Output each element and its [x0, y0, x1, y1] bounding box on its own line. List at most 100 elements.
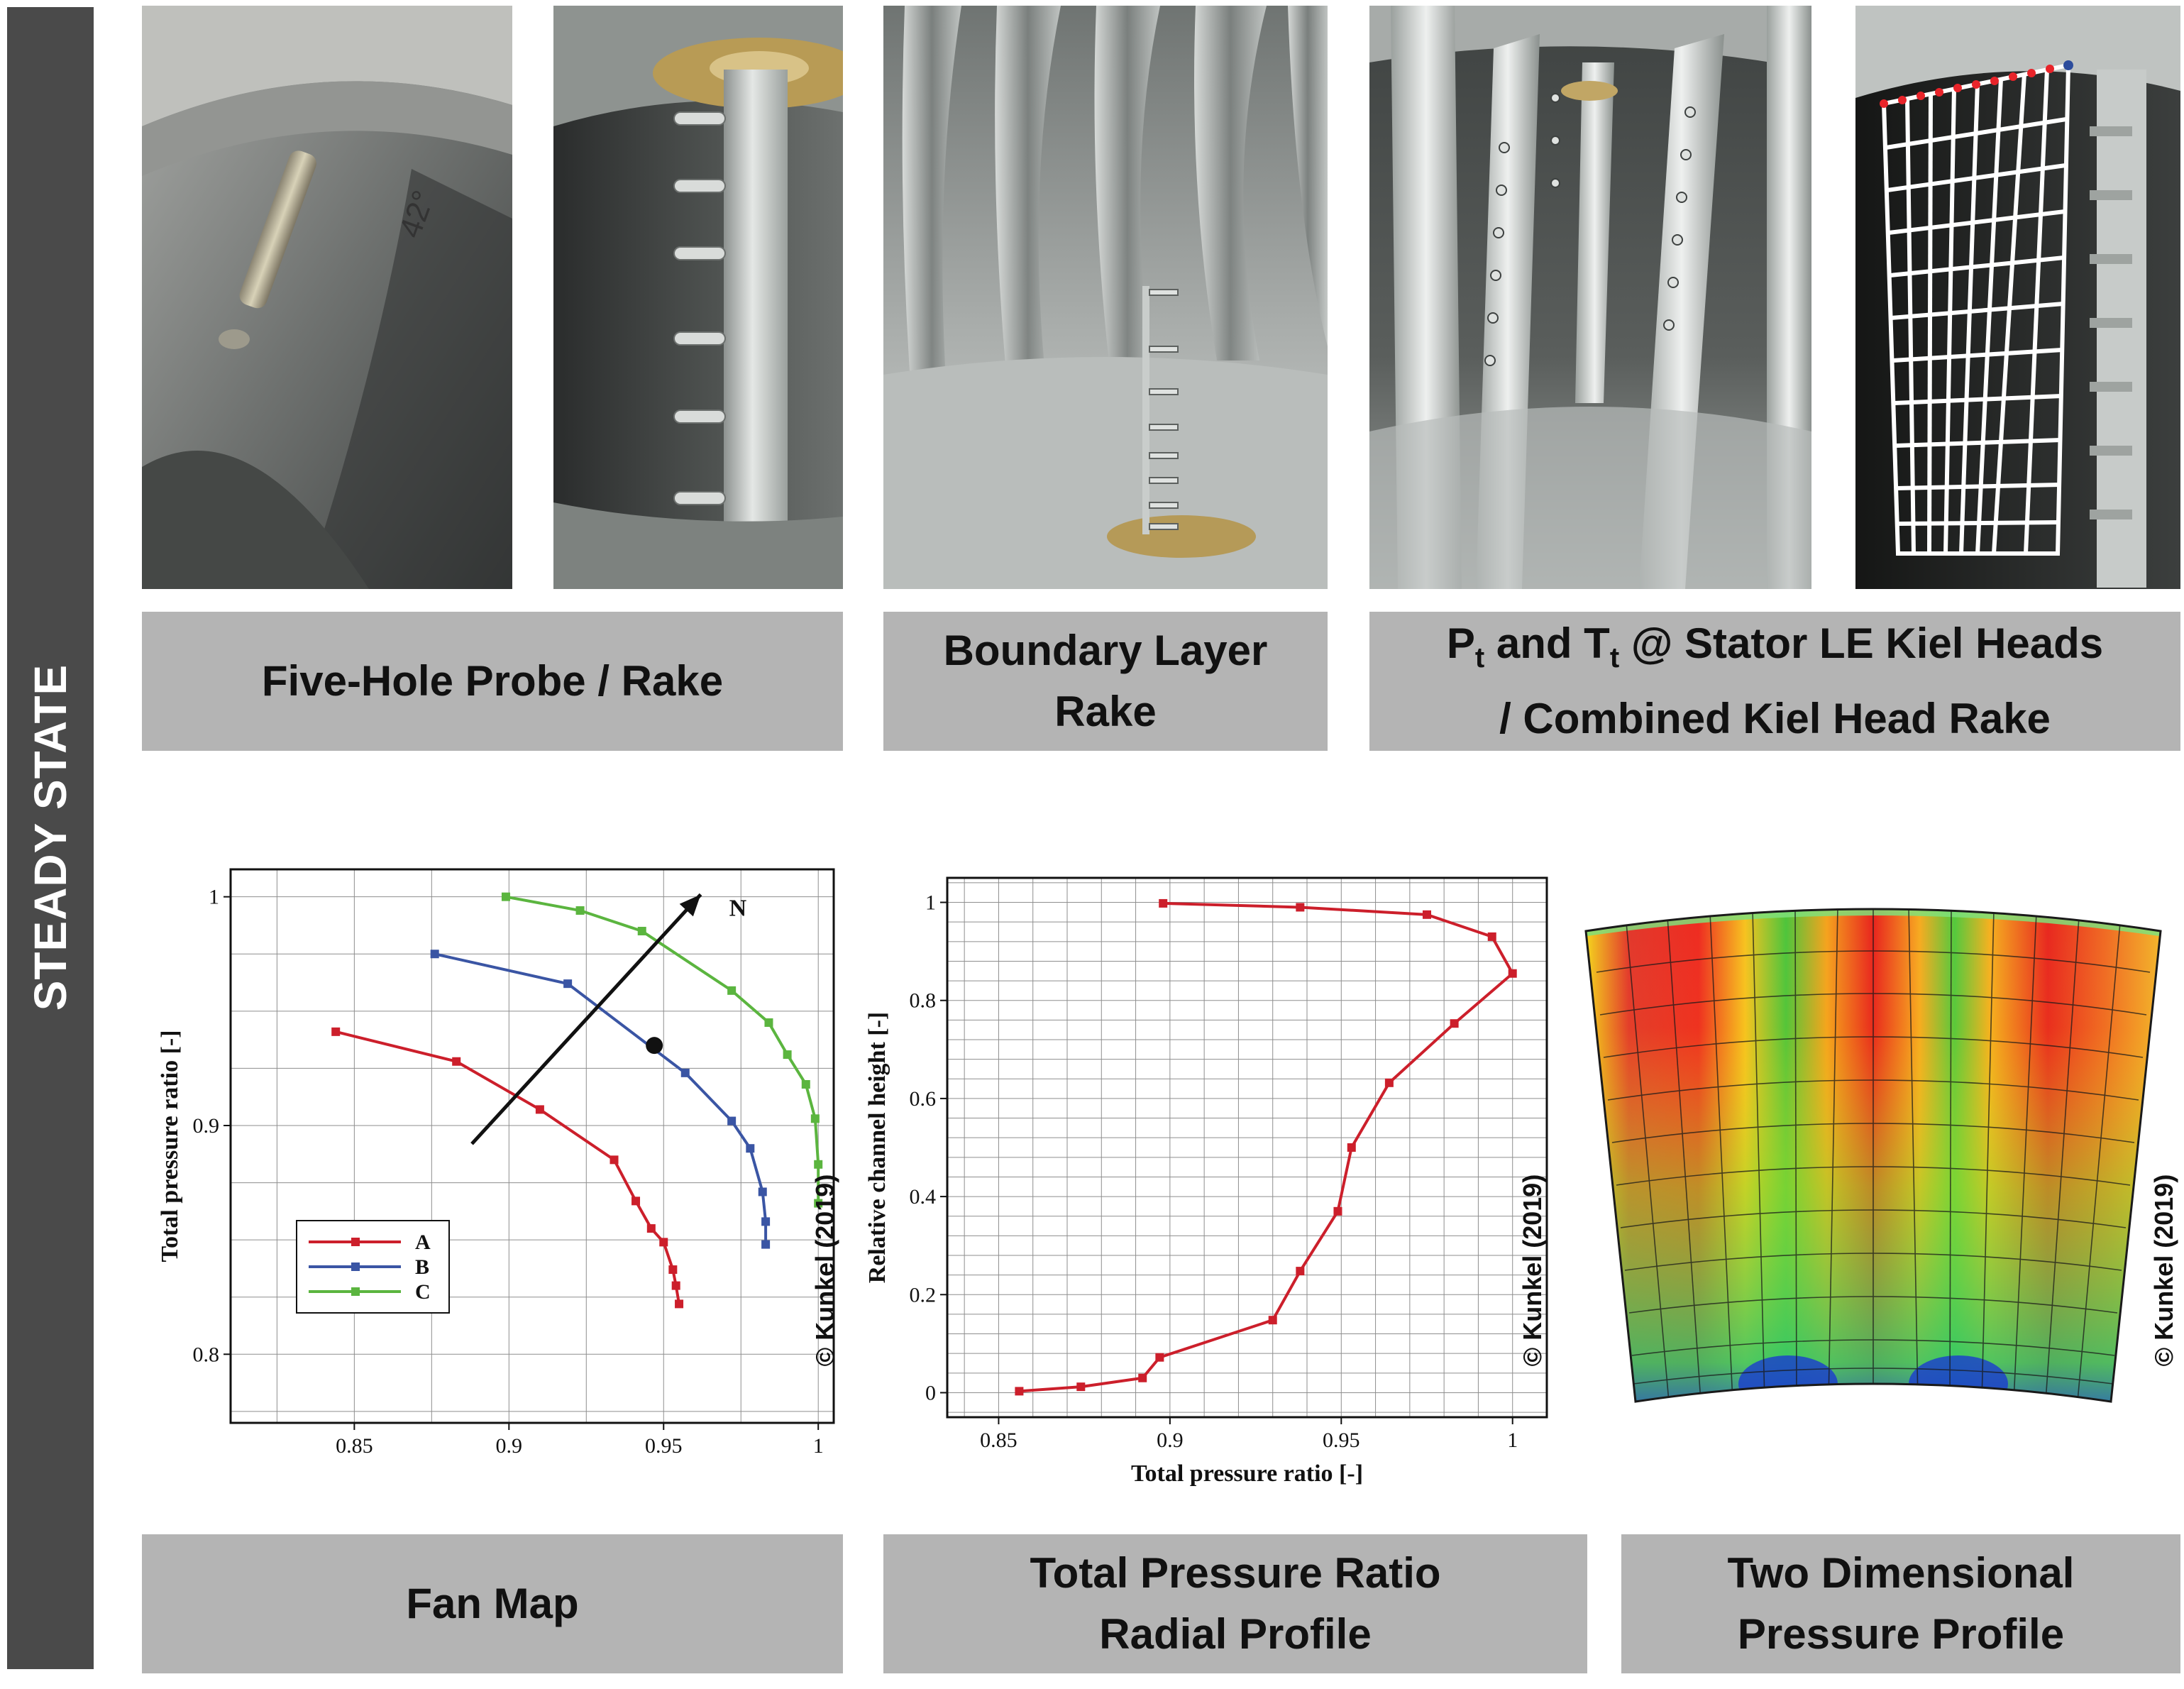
- series-b-point: [430, 950, 439, 959]
- caption-radial-profile: Total Pressure Ratio Radial Profile: [883, 1534, 1587, 1673]
- sidebar: STEADY STATE: [7, 7, 94, 1669]
- series-c-point: [637, 927, 646, 936]
- radial-series-point: [1296, 903, 1305, 912]
- y-axis-label: Relative channel height [-]: [864, 1012, 890, 1283]
- legend: ABC: [296, 1220, 450, 1314]
- series-a-line: [335, 1030, 681, 1304]
- series-c-point: [810, 1114, 820, 1123]
- radial-series-point: [1296, 1267, 1305, 1276]
- series-b-point: [761, 1240, 771, 1249]
- x-tick-label: 1: [813, 1434, 824, 1455]
- x-tick-label: 0.9: [496, 1434, 523, 1455]
- legend-label-a: A: [415, 1231, 431, 1254]
- stator-kiel-heads-photo: [1369, 6, 1811, 589]
- radial-series-point: [1155, 1353, 1164, 1362]
- series-a-point: [535, 1105, 544, 1114]
- radial-series-point: [1015, 1387, 1024, 1396]
- radial-series-point: [1487, 932, 1496, 941]
- series-a-point: [671, 1281, 680, 1290]
- rake-photo: [553, 6, 843, 589]
- plot-frame: [946, 876, 1548, 1419]
- caption-five-hole-probe: Five-Hole Probe / Rake: [142, 612, 843, 751]
- radial-series-point: [1076, 1382, 1086, 1392]
- boundary-layer-rake-photo: [883, 6, 1328, 589]
- radial-series-point: [1423, 910, 1431, 919]
- n-arrow-head: [679, 894, 701, 917]
- caption-five-hole-probe-text: Five-Hole Probe / Rake: [261, 657, 724, 705]
- series-c-line: [505, 895, 820, 1204]
- series-c-point: [783, 1050, 792, 1060]
- series-c-point: [801, 1079, 810, 1089]
- series-c-point: [764, 1018, 773, 1027]
- series-c-point: [814, 1160, 823, 1169]
- series-b-point: [680, 1068, 690, 1077]
- legend-label-c: C: [415, 1280, 431, 1304]
- plot-frame: [229, 868, 835, 1424]
- x-tick-label: 0.85: [980, 1429, 1017, 1452]
- y-tick-label: 0.8: [193, 1343, 220, 1366]
- x-tick-label: 0.95: [1323, 1429, 1360, 1452]
- kiel-rest: @ Stator LE Kiel Heads: [1619, 620, 2104, 667]
- series-b-point: [563, 979, 573, 989]
- series-a-point: [675, 1299, 684, 1309]
- series-b-point: [746, 1144, 755, 1153]
- legend-marker-c: [351, 1287, 360, 1296]
- series-c-point: [575, 906, 585, 915]
- y-tick-label: 0.8: [910, 989, 937, 1013]
- radial-series-point: [1138, 1373, 1147, 1382]
- radial-series-point: [1159, 898, 1168, 908]
- x-axis-label: Total pressure ratio [-]: [1131, 1460, 1363, 1487]
- caption-2d-line2: Pressure Profile: [1737, 1610, 2065, 1658]
- radial-series-point: [1384, 1078, 1394, 1087]
- caption-kiel-line2: / Combined Kiel Head Rake: [1499, 695, 2051, 742]
- radial-series-point: [1333, 1206, 1342, 1216]
- kiel-sub1: t: [1474, 642, 1485, 673]
- kiel-p: P: [1446, 620, 1475, 667]
- y-tick-label: 0.4: [910, 1185, 937, 1209]
- caption-kiel-heads: Pt and Tt @ Stator LE Kiel Heads / Combi…: [1369, 612, 2180, 751]
- radial-series-point: [1347, 1143, 1356, 1152]
- caption-radial-line2: Radial Profile: [1099, 1610, 1372, 1658]
- chart-grid: [231, 869, 834, 1423]
- caption-boundary-line2: Rake: [1054, 688, 1157, 735]
- y-tick-label: 0: [925, 1381, 936, 1404]
- kiel-mid: and T: [1484, 620, 1610, 667]
- radial-series-point: [1508, 969, 1517, 978]
- pressure-contour: [1582, 894, 2164, 1426]
- series-a-point: [331, 1027, 341, 1036]
- series-b-point: [761, 1217, 771, 1226]
- y-axis-label: Total pressure ratio [-]: [157, 1030, 183, 1262]
- y-tick-label: 0.9: [193, 1114, 220, 1138]
- series-c-point: [501, 892, 510, 901]
- series-b-point: [758, 1187, 767, 1196]
- series-b-point: [727, 1116, 737, 1126]
- x-tick-label: 0.95: [645, 1434, 683, 1455]
- caption-2d-profile: Two Dimensional Pressure Profile: [1621, 1534, 2180, 1673]
- caption-kiel-line1: Pt and Tt @ Stator LE Kiel Heads: [1447, 613, 2103, 688]
- x-tick-label: 0.9: [1157, 1429, 1184, 1452]
- sidebar-label: STEADY STATE: [25, 664, 76, 1011]
- series-b-line: [434, 952, 768, 1245]
- legend-marker-b: [351, 1262, 360, 1271]
- radial-series-point: [1450, 1019, 1459, 1028]
- kiel-sub2: t: [1609, 642, 1620, 673]
- copyright-contour: © Kunkel (2019): [2149, 1174, 2178, 1367]
- radial-profile-chart: 0.85 0.9 0.95 1 0 0.2 0.4 0.6 0.8 1 Total pressure…: [855, 862, 1557, 1487]
- series-a-point: [452, 1057, 461, 1066]
- combined-kiel-rake-photo: [1855, 6, 2180, 589]
- series-a-point: [632, 1196, 641, 1206]
- copyright-fan-map: © Kunkel (2019): [810, 1174, 839, 1367]
- series-c-point: [814, 1199, 823, 1208]
- y-tick-label: 0.6: [910, 1087, 937, 1111]
- caption-radial-line1: Total Pressure Ratio: [1030, 1549, 1441, 1597]
- caption-boundary-layer-rake: Boundary Layer Rake: [883, 612, 1328, 751]
- chart-grid: [947, 878, 1548, 1417]
- y-tick-label: 1: [925, 891, 936, 915]
- series-c-point: [727, 986, 737, 995]
- radial-series-point: [1268, 1316, 1277, 1325]
- caption-fan-map: Fan Map: [142, 1534, 843, 1673]
- y-tick-label: 1: [209, 886, 219, 909]
- caption-fan-map-text: Fan Map: [406, 1580, 579, 1627]
- series-a-point: [659, 1238, 668, 1247]
